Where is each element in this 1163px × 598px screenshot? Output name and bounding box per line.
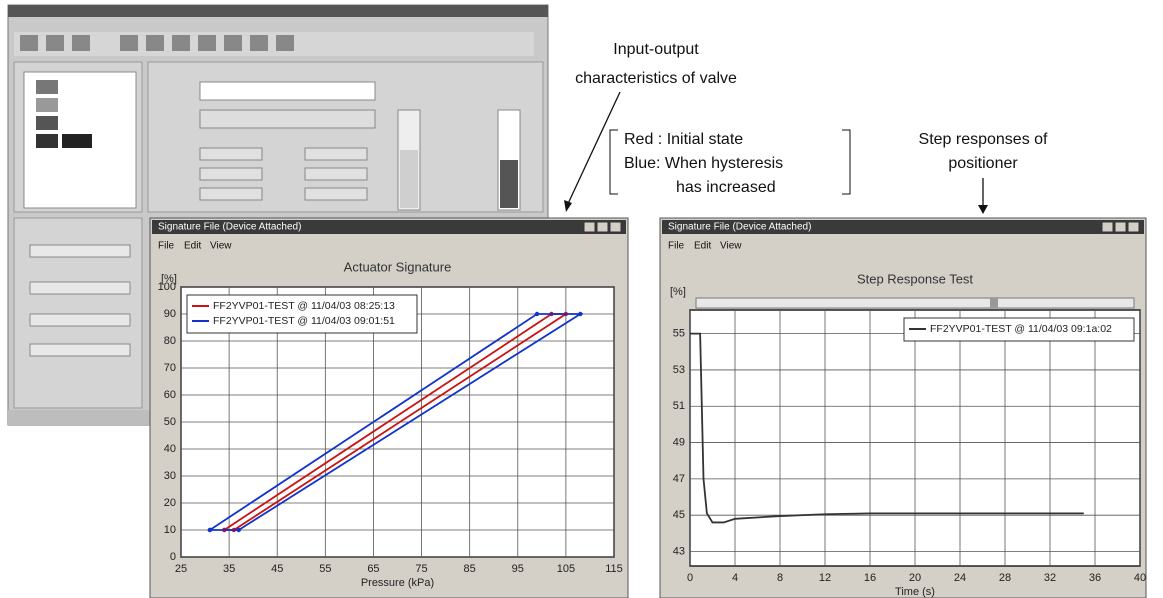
x-tick-label: 25 [175, 563, 187, 575]
menu-item[interactable]: Edit [694, 241, 711, 252]
step-window: Signature File (Device Attached) File Edit… [660, 218, 1146, 598]
x-tick-label: 65 [367, 563, 379, 575]
scroll-thumb[interactable] [990, 298, 998, 308]
caption: Step responses of [919, 131, 1049, 148]
legend-note: Red : Initial state [624, 131, 743, 148]
y-tick-label: 50 [164, 416, 176, 428]
x-tick-label: 4 [732, 572, 738, 584]
caption: positioner [948, 155, 1018, 172]
menu-item[interactable]: View [210, 241, 232, 252]
x-tick-label: 20 [909, 572, 921, 584]
legend-note: Blue: When hysteresis [624, 155, 783, 172]
caption: characteristics of valve [575, 70, 737, 87]
window-title: Signature File (Device Attached) [158, 222, 301, 233]
data-point [578, 312, 582, 316]
x-tick-label: 16 [864, 572, 876, 584]
x-tick-label: 8 [777, 572, 783, 584]
y-tick-label: 30 [164, 470, 176, 482]
y-tick-label: 53 [673, 364, 685, 376]
y-tick-label: 70 [164, 362, 176, 374]
y-tick-label: 90 [164, 308, 176, 320]
x-tick-label: 40 [1134, 572, 1146, 584]
y-tick-label: 40 [164, 443, 176, 455]
y-tick-label: 100 [158, 281, 176, 293]
window-button[interactable] [610, 222, 621, 232]
window-button[interactable] [1115, 222, 1126, 232]
menu-item[interactable]: View [720, 241, 742, 252]
x-tick-label: 28 [999, 572, 1011, 584]
window-button[interactable] [584, 222, 595, 232]
window-button[interactable] [1102, 222, 1113, 232]
window-button[interactable] [1128, 222, 1139, 232]
x-tick-label: 35 [223, 563, 235, 575]
chart-title: Actuator Signature [344, 259, 452, 274]
y-tick-label: 80 [164, 335, 176, 347]
y-tick-label: 47 [673, 473, 685, 485]
arrow [566, 92, 620, 208]
x-tick-label: 95 [512, 563, 524, 575]
x-tick-label: 12 [819, 572, 831, 584]
legend-note: has increased [676, 179, 776, 196]
y-tick-label: 20 [164, 497, 176, 509]
x-axis-label: Pressure (kPa) [361, 577, 434, 589]
data-point [535, 312, 539, 316]
y-tick-label: 0 [170, 551, 176, 563]
window-button[interactable] [597, 222, 608, 232]
x-tick-label: 105 [557, 563, 575, 575]
x-tick-label: 36 [1089, 572, 1101, 584]
data-point [237, 528, 241, 532]
y-tick-label: 51 [673, 400, 685, 412]
x-tick-label: 115 [605, 563, 623, 575]
signature-window: Signature File (Device Attached) File Edit… [150, 218, 628, 598]
y-tick-label: 49 [673, 436, 685, 448]
arrowhead [978, 205, 988, 214]
caption: Input-output [613, 41, 699, 58]
x-axis-label: Time (s) [895, 586, 935, 598]
arrowhead [564, 200, 572, 212]
figure: Input-output characteristics of valve Re… [0, 0, 1163, 598]
x-tick-label: 24 [954, 572, 966, 584]
legend-label: FF2YVP01-TEST @ 11/04/03 09:01:51 [213, 315, 395, 327]
chart-title: Step Response Test [857, 271, 973, 286]
x-tick-label: 85 [464, 563, 476, 575]
y-unit: [%] [670, 286, 686, 298]
x-tick-label: 75 [415, 563, 427, 575]
x-tick-label: 0 [687, 572, 693, 584]
menu-item[interactable]: File [668, 241, 685, 252]
y-tick-label: 10 [164, 524, 176, 536]
bracket [842, 130, 850, 194]
y-tick-label: 60 [164, 389, 176, 401]
menu-item[interactable]: Edit [184, 241, 201, 252]
legend-label: FF2YVP01-TEST @ 11/04/03 09:1a:02 [930, 323, 1112, 335]
y-tick-label: 43 [673, 545, 685, 557]
y-tick-label: 55 [673, 328, 685, 340]
bracket [610, 130, 618, 194]
x-tick-label: 55 [319, 563, 331, 575]
menu-item[interactable]: File [158, 241, 175, 252]
data-point [208, 528, 212, 532]
y-tick-label: 45 [673, 509, 685, 521]
window-title: Signature File (Device Attached) [668, 222, 811, 233]
x-tick-label: 45 [271, 563, 283, 575]
x-tick-label: 32 [1044, 572, 1056, 584]
legend-label: FF2YVP01-TEST @ 11/04/03 08:25:13 [213, 300, 395, 312]
scrollbar[interactable] [696, 298, 1134, 308]
